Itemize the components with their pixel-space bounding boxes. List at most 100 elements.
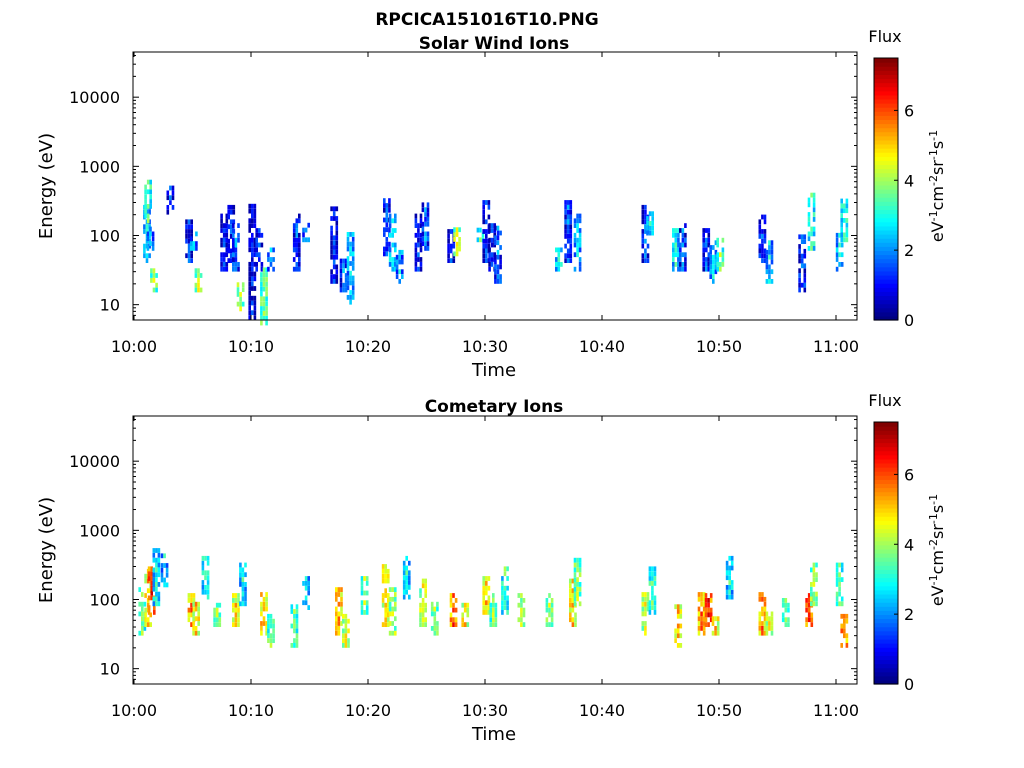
heatmap-cell xyxy=(548,607,551,613)
heatmap-cell xyxy=(648,605,652,610)
heatmap-cell xyxy=(812,226,816,232)
panel2-title: Cometary Ions xyxy=(425,397,564,417)
heatmap-cell xyxy=(838,586,841,592)
heatmap-cell xyxy=(843,618,846,624)
colorbar-segment xyxy=(874,283,898,288)
heatmap-cell xyxy=(155,586,158,592)
heatmap-cell xyxy=(522,622,526,627)
heatmap-cell xyxy=(704,612,708,618)
heatmap-cell xyxy=(152,586,156,592)
heatmap-cell xyxy=(408,575,411,581)
heatmap-cell xyxy=(260,286,263,292)
units-part: -1 xyxy=(927,210,940,221)
heatmap-cell xyxy=(653,595,657,601)
heatmap-cell xyxy=(365,590,369,596)
heatmap-cell xyxy=(845,633,849,639)
units-part: cm xyxy=(928,550,947,574)
heatmap-cell xyxy=(843,218,846,223)
heatmap-cell xyxy=(251,261,254,267)
heatmap-cell xyxy=(557,257,561,262)
heatmap-cell xyxy=(569,234,573,239)
heatmap-cell xyxy=(260,232,264,238)
heatmap-cell xyxy=(644,621,647,626)
heatmap-cell xyxy=(803,234,807,240)
heatmap-cell xyxy=(169,185,172,191)
heatmap-cell xyxy=(272,628,275,634)
heatmap-cell xyxy=(714,616,717,622)
colorbar-segment xyxy=(874,254,898,260)
heatmap-cell xyxy=(152,552,156,558)
heatmap-cell xyxy=(388,241,391,247)
heatmap-cell xyxy=(237,262,240,267)
heatmap-cell xyxy=(187,219,191,225)
heatmap-cell xyxy=(684,266,687,272)
heatmap-cell xyxy=(644,596,647,602)
heatmap-cell xyxy=(239,301,242,307)
heatmap-cell xyxy=(569,238,573,244)
heatmap-cell xyxy=(192,598,196,603)
heatmap-cell xyxy=(234,612,238,618)
heatmap-cell xyxy=(148,253,151,259)
heatmap-cell xyxy=(702,237,705,243)
heatmap-cell xyxy=(384,578,387,584)
heatmap-cell xyxy=(227,204,230,210)
heatmap-cell xyxy=(493,252,496,258)
colorbar-title: Flux xyxy=(868,27,901,46)
heatmap-cell xyxy=(681,232,685,238)
heatmap-cell xyxy=(381,593,385,598)
colorbar-segment xyxy=(874,176,898,182)
heatmap-cell xyxy=(220,237,223,243)
x-tick-label: 10:20 xyxy=(345,701,391,720)
heatmap-cell xyxy=(260,601,263,607)
heatmap-cell xyxy=(810,582,813,587)
heatmap-cell xyxy=(363,590,366,596)
heatmap-cell xyxy=(555,257,558,262)
heatmap-cell xyxy=(227,243,230,249)
heatmap-cell xyxy=(676,609,680,614)
heatmap-cell xyxy=(681,266,685,272)
colorbar-tick-label: 6 xyxy=(904,465,914,484)
heatmap-cell xyxy=(679,266,682,272)
heatmap-cell xyxy=(330,240,333,246)
colorbar-tick-label: 2 xyxy=(904,605,914,624)
heatmap-cell xyxy=(843,237,846,243)
heatmap-cell xyxy=(244,572,247,578)
heatmap-cell xyxy=(248,291,251,296)
heatmap-cell xyxy=(260,301,263,307)
y-tick-label: 10000 xyxy=(69,88,120,107)
heatmap-cell xyxy=(335,206,339,212)
heatmap-cell xyxy=(304,600,308,606)
heatmap-cell xyxy=(835,257,839,262)
heatmap-cell xyxy=(571,607,575,613)
x-tick-label: 10:10 xyxy=(228,701,274,720)
heatmap-cell xyxy=(768,254,771,260)
heatmap-cell xyxy=(388,227,391,233)
heatmap-cell xyxy=(641,209,645,215)
heatmap-cell xyxy=(192,593,196,598)
heatmap-cell xyxy=(144,208,147,214)
heatmap-cell xyxy=(840,203,843,209)
colorbar-segment xyxy=(874,295,898,301)
heatmap-cell xyxy=(522,598,526,603)
heatmap-cell xyxy=(241,601,245,607)
heatmap-cell xyxy=(493,232,496,238)
colorbar-segment xyxy=(874,577,898,583)
heatmap-cell xyxy=(576,557,579,563)
heatmap-cell xyxy=(719,266,722,272)
heatmap-cell xyxy=(651,600,654,606)
heatmap-cell xyxy=(237,622,240,627)
heatmap-cell xyxy=(260,592,263,597)
heatmap-cell xyxy=(496,254,500,260)
colorbar-segment xyxy=(874,299,898,305)
colorbar-segment xyxy=(874,507,898,513)
colorbar-segment xyxy=(874,548,898,554)
heatmap-cell xyxy=(351,280,355,286)
heatmap-cell xyxy=(730,580,734,585)
heatmap-cell xyxy=(458,241,461,247)
heatmap-cell xyxy=(840,213,843,218)
heatmap-cell xyxy=(387,573,390,579)
heatmap-cell xyxy=(197,630,200,636)
heatmap-cell xyxy=(578,262,582,267)
heatmap-cell xyxy=(725,594,729,600)
colorbar-segment xyxy=(874,442,898,448)
